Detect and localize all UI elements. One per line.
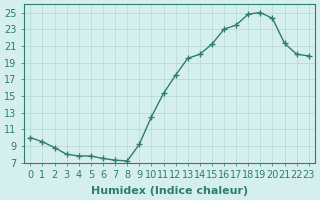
- X-axis label: Humidex (Indice chaleur): Humidex (Indice chaleur): [91, 186, 248, 196]
